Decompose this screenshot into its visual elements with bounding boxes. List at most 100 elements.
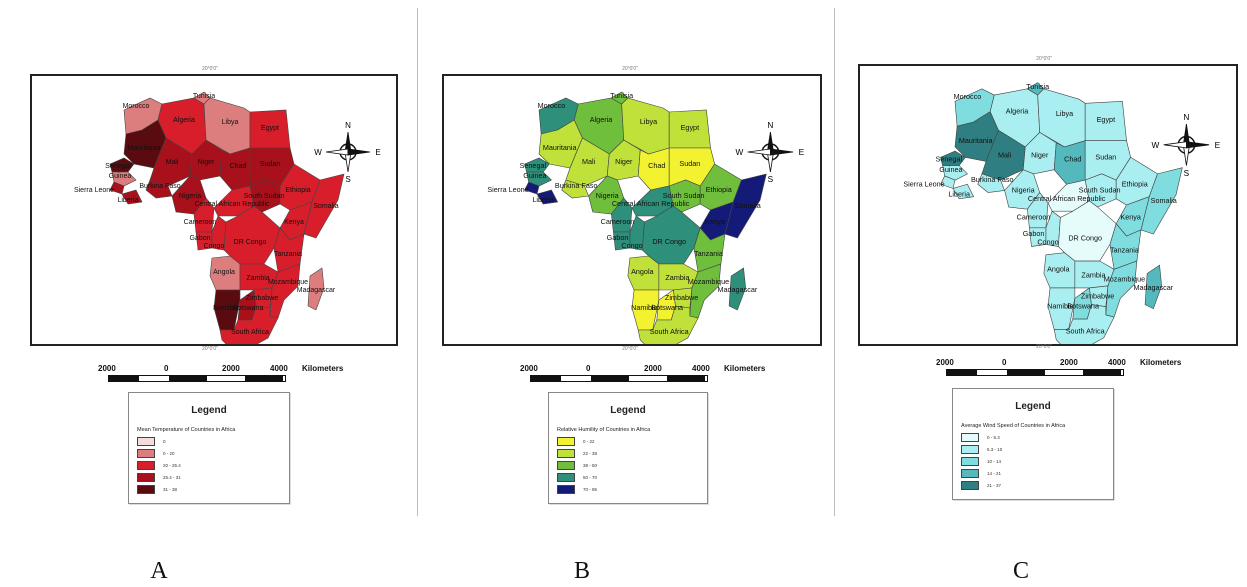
country-label: Burkina Faso [139,183,180,190]
country-label: Mozambique [688,278,729,286]
scale-label: 4000 [270,364,288,373]
map-panel-c: 20°0'0" Morocco Algeria Tunisia Libya Egypt M… [838,0,1243,516]
panel-letter-a: A [150,558,168,584]
legend-label: 0 - 22 [583,439,595,444]
africa-map: Morocco Algeria Tunisia Libya Egypt Mauritani… [903,82,1221,344]
country-label: Egypt [261,125,279,132]
country-label: Madagascar [717,286,757,294]
scale-label: 0 [164,364,169,373]
compass-label-w: W [736,148,744,157]
legend-label: 50 - 70 [583,475,598,480]
africa-map: Morocco Algeria Tunisia Libya Egypt Mauritani… [487,91,805,344]
scale-bar: 2000 0 2000 4000 Kilometers [936,358,1208,380]
country-guinea [111,171,137,187]
legend-label: 0 - 5.3 [987,435,1000,440]
legend-swatch [137,485,155,494]
compass-label-e: E [1215,141,1221,150]
country-label: Tanzania [1110,246,1140,255]
country-label: South Africa [650,328,689,336]
country-label: Libya [222,119,239,126]
country-label: Tunisia [610,92,633,100]
legend-swatch [961,469,979,478]
legend-label: 20 - 25.4 [163,463,181,468]
country-label: Somalia [735,202,761,210]
country-label: Cameroon [184,219,217,226]
country-label: Zambia [665,274,689,282]
country-label: Algeria [173,117,195,124]
country-senegal [524,157,550,173]
scale-label: 4000 [1108,358,1126,367]
country-burkina-faso [561,179,590,199]
compass-label-n: N [1183,113,1189,122]
legend-swatch [557,449,575,458]
country-label: Ethiopia [706,186,732,194]
country-label: Congo [621,242,642,250]
legend-entry: 50 - 70 [557,473,597,482]
country-liberia [121,189,143,205]
bottom-coordinate-label: 20°0'0" [202,346,218,352]
country-label: Gabon [607,234,629,242]
north-arrow-icon: N S W E [1152,113,1221,178]
legend-title: Legend [1015,401,1051,412]
compass-label-w: W [1152,141,1160,150]
country-label: Mauritania [128,145,161,152]
country-senegal [109,157,135,173]
legend-swatch [557,485,575,494]
country-label: Guinea [939,165,963,174]
legend-label: 14 - 21 [987,471,1002,476]
scale-unit: Kilometers [1140,358,1182,367]
scale-label: 4000 [692,364,710,373]
country-label: Zambia [1081,271,1106,280]
country-label: Tunisia [1026,82,1050,91]
country-label: Somalia [1151,196,1178,205]
legend-label: 21 - 37 [987,483,1002,488]
country-label: Morocco [123,103,150,110]
country-label: Libya [1056,109,1074,118]
country-label: Zimbabwe [246,295,278,302]
country-label: Kenya [704,218,725,226]
country-label: Angola [1047,264,1070,273]
compass-label-w: W [314,148,322,157]
scale-label: 0 [1002,358,1007,367]
panel-letter-c: C [1012,558,1029,584]
legend: Legend Average Wind Speed of Countries in… [952,388,1114,500]
legend-entry: 0 - 20 [137,449,175,458]
country-label: Cameroon [601,218,635,226]
legend-swatch [961,457,979,466]
legend-swatch [961,433,979,442]
country-label: Liberia [532,196,554,204]
country-label: Sudan [679,160,700,168]
country-label: Mozambique [1104,275,1145,284]
legend-entry: 21 - 37 [961,481,1001,490]
country-liberia [952,183,975,200]
country-label: Namibia [631,304,658,312]
country-label: Angola [213,269,235,276]
legend-label: 25.4 - 31 [163,475,181,480]
legend-entry: 38 - 50 [557,461,597,470]
scale-unit: Kilometers [302,364,344,373]
legend-swatch [137,449,155,458]
country-label: Senegal [936,154,963,163]
legend-entry: 31 - 38 [137,485,177,494]
country-label: Niger [198,159,215,166]
country-label: Liberia [948,190,971,199]
legend-swatch [137,437,155,446]
country-label: Guinea [523,172,546,180]
legend-swatch [137,473,155,482]
map-frame: Morocco Algeria Tunisia Libya Egypt Mauritani… [442,74,822,346]
country-label: Chad [230,163,247,170]
scale-label: 2000 [644,364,662,373]
legend-label: 5.3 - 10 [987,447,1003,452]
scale-unit: Kilometers [724,364,766,373]
scale-label: 2000 [98,364,116,373]
country-south-africa [637,305,699,344]
country-label: Libya [640,118,657,126]
country-label: Mauritania [543,144,577,152]
scale-bar-graphic [108,375,286,382]
legend-entry: 20 - 25.4 [137,461,181,470]
scale-bar-graphic [530,375,708,382]
country-label: Mali [998,150,1012,159]
map-panel-b: 20°0'0" Morocco Algeria Tunisia Libya Egypt M… [422,0,832,516]
country-label: Tanzania [694,250,723,258]
legend-entry: 5.3 - 10 [961,445,1002,454]
